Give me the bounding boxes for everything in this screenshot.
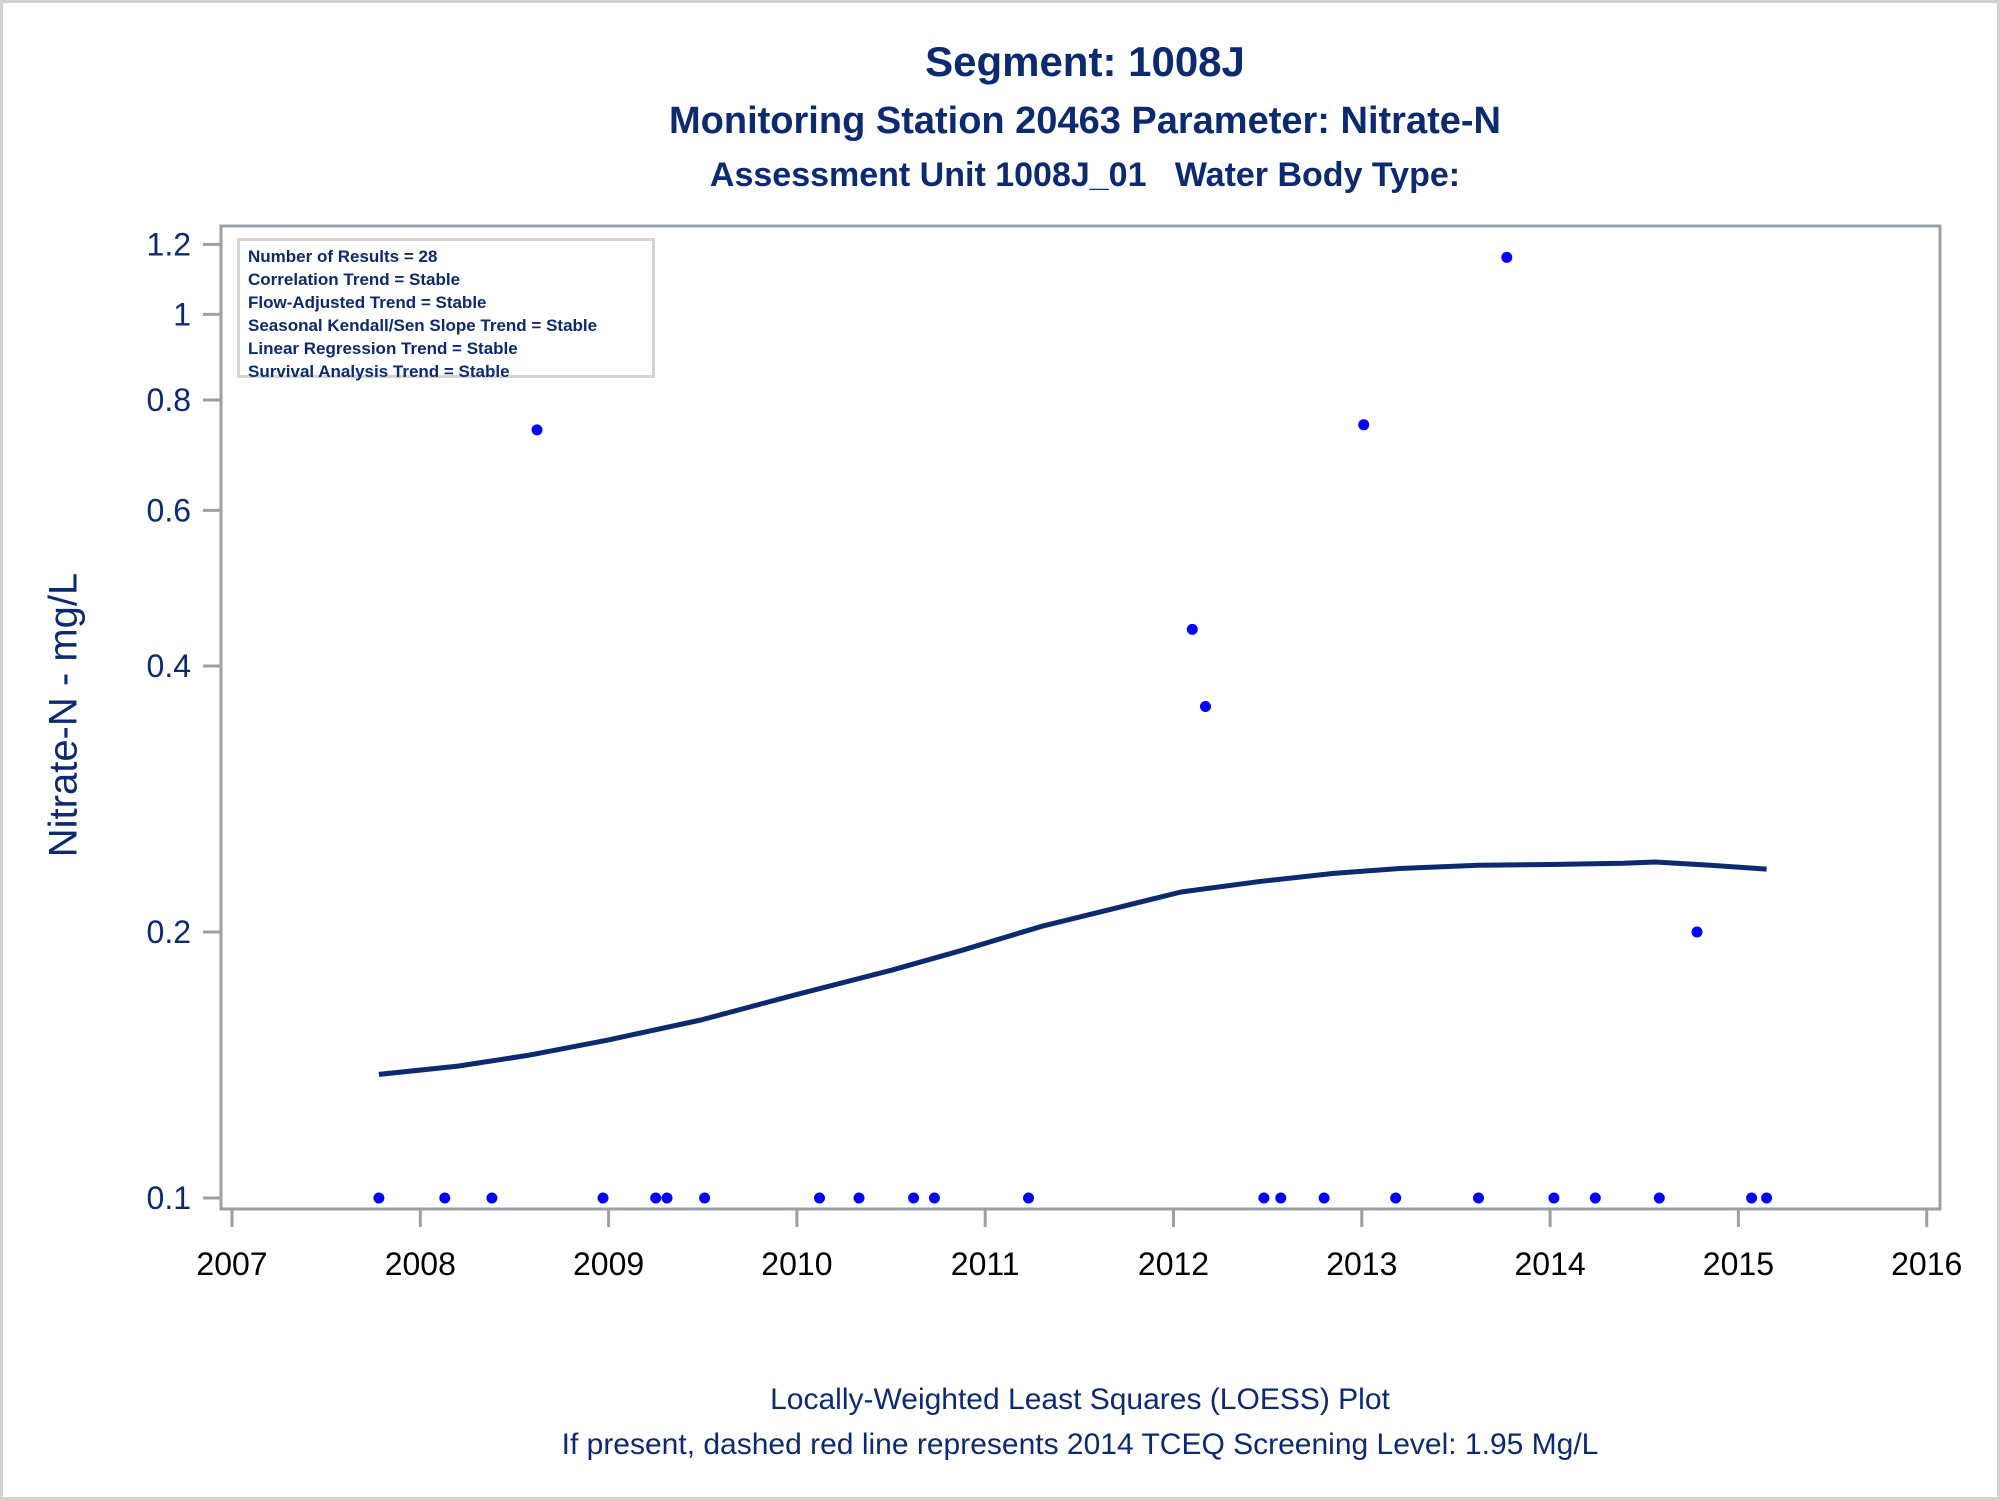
x-tick-label: 2009: [573, 1246, 644, 1282]
data-point: [373, 1192, 385, 1204]
y-tick-label: 0.8: [147, 382, 191, 418]
trend-statistics-box: Number of Results = 28 Correlation Trend…: [237, 238, 655, 381]
stat-flow-adjusted-trend: Flow-Adjusted Trend = Stable: [248, 293, 487, 312]
data-point: [1761, 1192, 1773, 1204]
stat-linear-regression-trend: Linear Regression Trend = Stable: [248, 339, 518, 358]
y-tick-label: 1: [173, 296, 191, 332]
data-point: [1358, 419, 1370, 431]
y-tick-label: 0.1: [147, 1180, 191, 1216]
plot-area-border: [219, 224, 1942, 1211]
x-tick-label: 2012: [1138, 1246, 1209, 1282]
data-point: [928, 1192, 940, 1204]
x-tick-label: 2008: [385, 1246, 456, 1282]
data-point: [1390, 1192, 1402, 1204]
loess-curve: [378, 859, 1767, 1077]
data-point: [853, 1192, 865, 1204]
chart-title: Segment: 1008J: [925, 38, 1245, 85]
y-tick-label: 1.2: [147, 226, 191, 262]
y-tick-label: 0.6: [147, 492, 191, 528]
y-axis-label: Nitrate-N - mg/L: [41, 572, 86, 858]
data-point: [1589, 1192, 1601, 1204]
x-tick-label: 2014: [1515, 1246, 1586, 1282]
data-point: [699, 1192, 711, 1204]
data-point: [597, 1192, 609, 1204]
data-point: [1023, 1192, 1034, 1204]
chart-subtitle-assessment: Assessment Unit 1008J_01 Water Body Type…: [709, 156, 1461, 194]
stat-seasonal-kendall-trend: Seasonal Kendall/Sen Slope Trend = Stabl…: [248, 316, 598, 335]
data-point: [1258, 1192, 1270, 1204]
stat-number-of-results: Number of Results = 28: [248, 247, 438, 266]
data-point: [1200, 701, 1211, 712]
y-tick-label: 0.4: [147, 648, 191, 684]
chart-subtitle-station: Monitoring Station 20463 Parameter: Nitr…: [669, 100, 1501, 142]
stat-survival-analysis-trend: Survival Analysis Trend = Stable: [248, 362, 510, 381]
x-tick-label: 2013: [1326, 1246, 1397, 1282]
footnote-loess: Locally-Weighted Least Squares (LOESS) P…: [770, 1383, 1390, 1416]
data-point: [1318, 1192, 1330, 1204]
y-tick-label: 0.2: [147, 914, 191, 950]
points-layer: [373, 251, 1773, 1204]
data-point: [1548, 1192, 1560, 1204]
data-point: [1653, 1192, 1665, 1204]
x-tick-label: 2010: [761, 1246, 832, 1282]
data-point: [1186, 623, 1198, 635]
loess-layer: [378, 859, 1767, 1077]
x-tick-label: 2016: [1891, 1246, 1962, 1282]
data-point: [650, 1192, 662, 1204]
data-point: [1746, 1192, 1758, 1204]
data-point: [1501, 251, 1513, 263]
x-tick-label: 2011: [951, 1246, 1020, 1282]
data-point: [486, 1192, 498, 1204]
stat-correlation-trend: Correlation Trend = Stable: [248, 270, 461, 289]
x-tick-label: 2007: [196, 1246, 267, 1282]
data-point: [908, 1192, 920, 1204]
data-point: [1691, 926, 1703, 938]
data-point: [661, 1192, 673, 1204]
footnote-screening-level: If present, dashed red line represents 2…: [561, 1428, 1599, 1461]
data-point: [531, 424, 543, 436]
axes: 0.1 0.2 0.4 0.6 0.8 1 1.2 2007 2008 2009 2010 2011 2…: [147, 224, 1962, 1282]
data-point: [814, 1192, 825, 1204]
x-tick-label: 2015: [1703, 1246, 1774, 1282]
data-point: [1473, 1192, 1484, 1204]
data-point: [1275, 1192, 1287, 1204]
data-point: [439, 1192, 451, 1204]
